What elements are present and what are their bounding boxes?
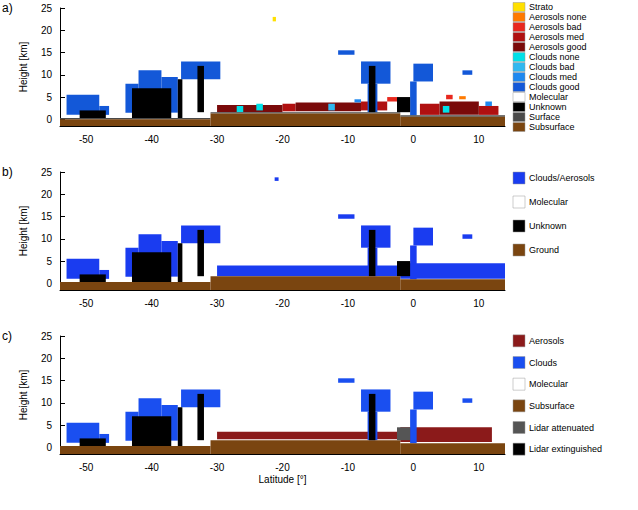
svg-text:Height [km]: Height [km] bbox=[18, 41, 29, 92]
svg-text:20: 20 bbox=[41, 353, 53, 364]
svg-text:-50: -50 bbox=[79, 298, 94, 309]
svg-text:0: 0 bbox=[411, 134, 417, 145]
svg-text:Subsurface: Subsurface bbox=[529, 122, 575, 132]
svg-text:20: 20 bbox=[41, 189, 53, 200]
svg-text:-20: -20 bbox=[275, 298, 290, 309]
svg-text:-50: -50 bbox=[79, 462, 94, 473]
svg-text:-10: -10 bbox=[341, 298, 356, 309]
svg-text:Aerosols bad: Aerosols bad bbox=[529, 22, 582, 32]
svg-text:-30: -30 bbox=[210, 134, 225, 145]
svg-text:-20: -20 bbox=[275, 134, 290, 145]
svg-text:Unknown: Unknown bbox=[529, 102, 567, 112]
svg-text:10: 10 bbox=[473, 462, 485, 473]
svg-text:5: 5 bbox=[46, 92, 52, 103]
svg-text:-50: -50 bbox=[79, 134, 94, 145]
svg-text:Surface: Surface bbox=[529, 112, 560, 122]
svg-text:-40: -40 bbox=[144, 462, 159, 473]
svg-text:15: 15 bbox=[41, 375, 53, 386]
svg-text:Molecular: Molecular bbox=[529, 92, 568, 102]
svg-text:Molecular: Molecular bbox=[529, 379, 568, 389]
svg-text:10: 10 bbox=[41, 397, 53, 408]
svg-text:0: 0 bbox=[46, 278, 52, 289]
svg-text:20: 20 bbox=[41, 25, 53, 36]
svg-text:5: 5 bbox=[46, 420, 52, 431]
svg-text:0: 0 bbox=[46, 442, 52, 453]
svg-text:Clouds none: Clouds none bbox=[529, 52, 580, 62]
svg-text:Aerosols none: Aerosols none bbox=[529, 12, 587, 22]
svg-text:-40: -40 bbox=[144, 134, 159, 145]
svg-text:0: 0 bbox=[411, 462, 417, 473]
svg-text:Subsurface: Subsurface bbox=[529, 401, 575, 411]
svg-text:25: 25 bbox=[41, 3, 53, 14]
svg-text:a): a) bbox=[2, 1, 13, 15]
svg-text:10: 10 bbox=[473, 134, 485, 145]
svg-text:Ground: Ground bbox=[529, 245, 559, 255]
svg-text:-10: -10 bbox=[341, 134, 356, 145]
svg-text:Aerosols: Aerosols bbox=[529, 336, 565, 346]
svg-text:-10: -10 bbox=[341, 462, 356, 473]
svg-text:25: 25 bbox=[41, 331, 53, 342]
svg-text:Strato: Strato bbox=[529, 2, 553, 12]
svg-text:-20: -20 bbox=[275, 462, 290, 473]
svg-text:10: 10 bbox=[473, 298, 485, 309]
svg-text:Aerosols good: Aerosols good bbox=[529, 42, 587, 52]
svg-text:Lidar extinguished: Lidar extinguished bbox=[529, 444, 602, 454]
svg-text:Clouds good: Clouds good bbox=[529, 82, 580, 92]
svg-text:Molecular: Molecular bbox=[529, 197, 568, 207]
svg-text:15: 15 bbox=[41, 47, 53, 58]
svg-text:Clouds med: Clouds med bbox=[529, 72, 577, 82]
svg-text:0: 0 bbox=[46, 114, 52, 125]
svg-text:10: 10 bbox=[41, 69, 53, 80]
svg-text:Unknown: Unknown bbox=[529, 221, 567, 231]
svg-text:-40: -40 bbox=[144, 298, 159, 309]
svg-text:Clouds: Clouds bbox=[529, 358, 558, 368]
svg-text:10: 10 bbox=[41, 233, 53, 244]
svg-text:c): c) bbox=[2, 329, 12, 343]
svg-text:15: 15 bbox=[41, 211, 53, 222]
svg-text:-30: -30 bbox=[210, 298, 225, 309]
svg-text:Latitude [°]: Latitude [°] bbox=[259, 474, 307, 485]
svg-text:Aerosols med: Aerosols med bbox=[529, 32, 584, 42]
svg-text:b): b) bbox=[2, 165, 13, 179]
svg-text:Height [km]: Height [km] bbox=[18, 369, 29, 420]
svg-text:-30: -30 bbox=[210, 462, 225, 473]
svg-text:0: 0 bbox=[411, 298, 417, 309]
svg-text:25: 25 bbox=[41, 167, 53, 178]
svg-text:5: 5 bbox=[46, 256, 52, 267]
svg-text:Clouds bad: Clouds bad bbox=[529, 62, 575, 72]
svg-text:Lidar attenuated: Lidar attenuated bbox=[529, 423, 594, 433]
svg-text:Height [km]: Height [km] bbox=[18, 205, 29, 256]
svg-text:Clouds/Aerosols: Clouds/Aerosols bbox=[529, 173, 595, 183]
